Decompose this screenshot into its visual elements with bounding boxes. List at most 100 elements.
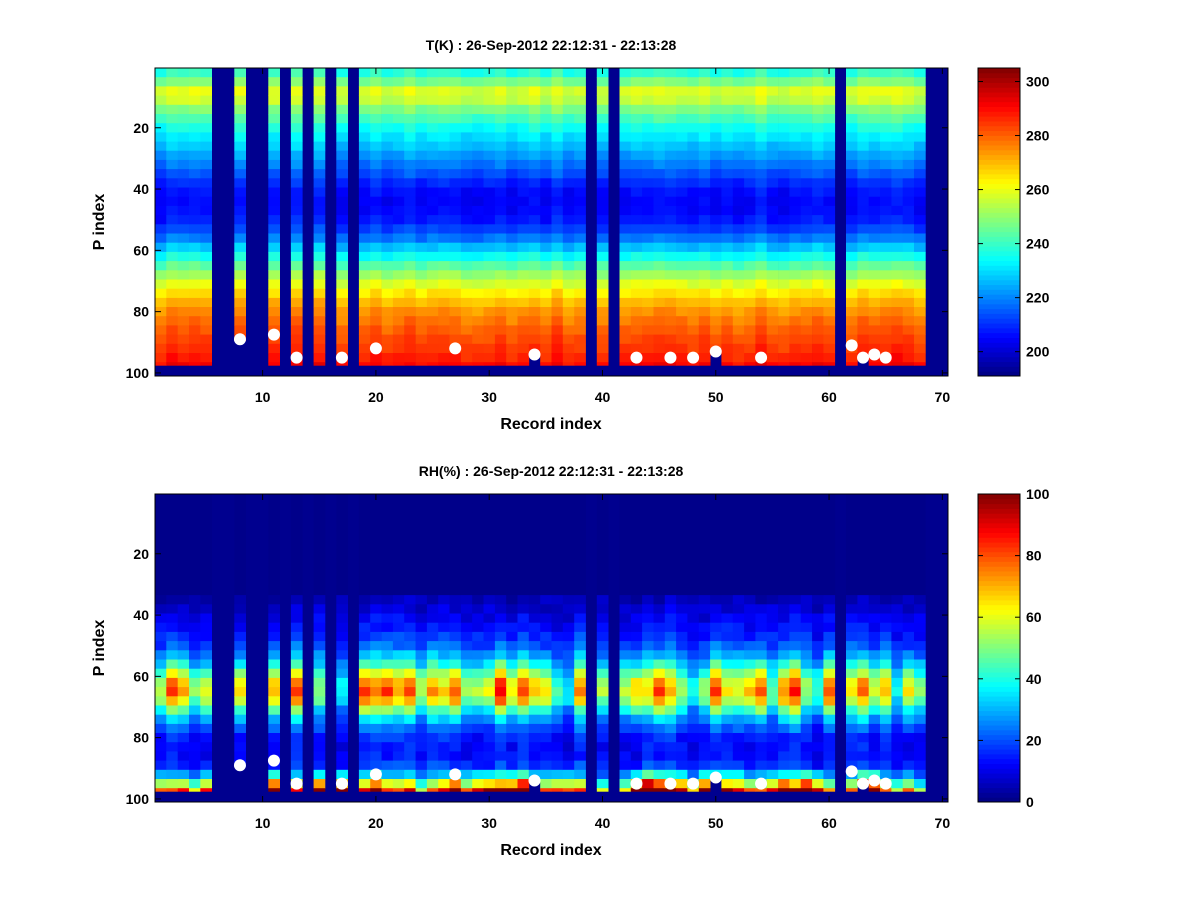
heatmap-cell xyxy=(177,261,190,271)
heatmap-cell xyxy=(857,742,870,752)
heatmap-cell xyxy=(914,503,926,513)
heatmap-cell xyxy=(721,362,734,366)
heatmap-cell xyxy=(778,760,790,771)
heatmap-cell xyxy=(415,779,428,789)
heatmap-cell xyxy=(155,576,167,587)
heatmap-cell xyxy=(766,251,779,262)
heatmap-cell xyxy=(710,187,722,198)
heatmap-cell xyxy=(846,751,858,761)
heatmap-cell xyxy=(698,576,711,587)
heatmap-cell xyxy=(732,512,745,522)
colorbar-segment xyxy=(978,522,1020,529)
heatmap-cell xyxy=(381,141,394,152)
heatmap-cell xyxy=(880,650,892,660)
heatmap-cell xyxy=(426,742,439,752)
heatmap-cell xyxy=(381,334,394,345)
heatmap-cell xyxy=(687,641,700,651)
heatmap-cell xyxy=(313,123,326,133)
heatmap-cell xyxy=(449,169,462,179)
heatmap-cell xyxy=(721,742,734,752)
heatmap-cell xyxy=(517,641,530,651)
heatmap-cell xyxy=(676,512,688,522)
heatmap-cell xyxy=(234,733,246,743)
heatmap-cell xyxy=(155,650,167,660)
colorbar-tick-label: 220 xyxy=(1026,290,1050,306)
colorbar-segment xyxy=(978,691,1020,697)
heatmap-cell xyxy=(698,325,711,335)
colorbar-segment xyxy=(978,294,1020,300)
heatmap-cell xyxy=(189,132,201,142)
surface-marker xyxy=(335,351,348,364)
heatmap-cell xyxy=(358,150,371,161)
colorbar-segment xyxy=(978,561,1020,567)
heatmap-cell xyxy=(528,742,541,752)
heatmap-cell xyxy=(268,668,280,679)
heatmap-cell xyxy=(336,261,348,271)
heatmap-cell xyxy=(698,613,711,624)
heatmap-cell xyxy=(902,503,915,513)
heatmap-cell xyxy=(166,114,178,124)
heatmap-cell xyxy=(766,242,779,253)
heatmap-cell xyxy=(698,169,711,179)
heatmap-cell xyxy=(676,705,688,716)
heatmap-cell xyxy=(710,595,722,605)
heatmap-cell xyxy=(676,742,688,752)
heatmap-cell xyxy=(789,178,802,188)
heatmap-cell xyxy=(630,622,643,633)
heatmap-cell xyxy=(177,114,190,124)
colorbar-segment xyxy=(978,337,1020,343)
heatmap-cell xyxy=(744,141,756,152)
heatmap-cell xyxy=(234,696,246,706)
heatmap-cell xyxy=(415,540,428,550)
heatmap-cell xyxy=(415,622,428,633)
heatmap-cell xyxy=(642,279,654,290)
heatmap-cell xyxy=(268,494,280,504)
heatmap-cell xyxy=(494,279,507,290)
heatmap-cell xyxy=(596,521,609,532)
heatmap-cell xyxy=(914,521,926,532)
heatmap-cell xyxy=(823,224,836,234)
heatmap-cell xyxy=(370,723,382,734)
heatmap-cell xyxy=(506,760,518,771)
heatmap-cell xyxy=(551,714,564,725)
heatmap-cell xyxy=(358,353,371,363)
heatmap-cell xyxy=(189,540,201,550)
colorbar-segment xyxy=(978,120,1020,127)
colorbar-segment xyxy=(978,250,1020,257)
heatmap-cell xyxy=(234,187,246,198)
heatmap-cell xyxy=(540,677,552,688)
heatmap-cell xyxy=(551,242,564,253)
heatmap-cell xyxy=(846,123,858,133)
heatmap-cell xyxy=(676,104,688,115)
heatmap-cell xyxy=(290,530,303,541)
heatmap-cell xyxy=(415,288,428,299)
heatmap-cell xyxy=(415,494,428,504)
heatmap-cell xyxy=(914,530,926,541)
heatmap-cell xyxy=(653,77,666,87)
heatmap-cell xyxy=(551,86,564,96)
heatmap-cell xyxy=(664,494,677,504)
heatmap-cell xyxy=(392,595,405,605)
heatmap-cell xyxy=(166,233,178,244)
heatmap-cell xyxy=(755,788,768,792)
heatmap-cell xyxy=(517,696,530,706)
heatmap-cell xyxy=(472,512,484,522)
heatmap-cell xyxy=(200,751,212,761)
heatmap-cell xyxy=(880,132,892,142)
heatmap-cell xyxy=(358,687,371,697)
heatmap-cell xyxy=(234,178,246,188)
heatmap-cell xyxy=(460,279,473,290)
heatmap-cell xyxy=(902,224,915,234)
heatmap-cell xyxy=(744,622,756,633)
heatmap-cell xyxy=(574,540,586,550)
heatmap-cell xyxy=(370,297,382,308)
heatmap-cell xyxy=(721,641,734,651)
heatmap-cell xyxy=(313,325,326,335)
heatmap-cell xyxy=(506,668,518,679)
heatmap-cell xyxy=(914,261,926,271)
heatmap-cell xyxy=(857,751,870,761)
heatmap-cell xyxy=(404,650,416,660)
heatmap-cell xyxy=(800,224,813,234)
heatmap-cell xyxy=(551,650,564,660)
